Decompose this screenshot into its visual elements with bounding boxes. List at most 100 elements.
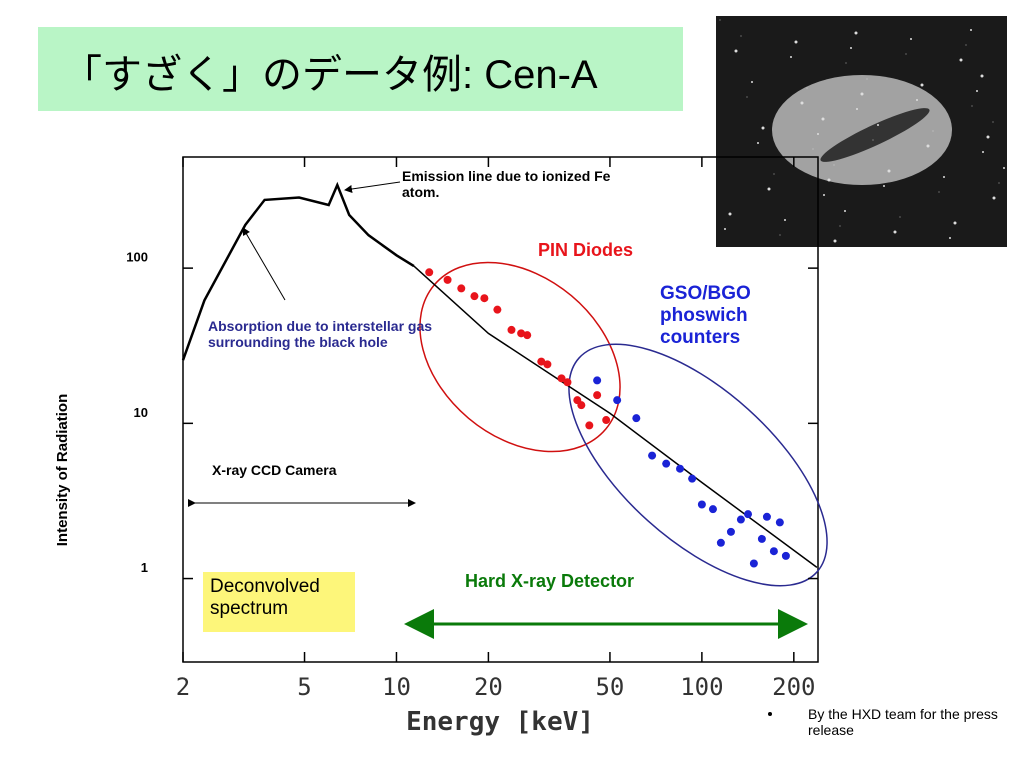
title-box [38, 27, 683, 111]
star [976, 90, 978, 92]
data-point [557, 374, 566, 383]
star [883, 185, 885, 187]
star [767, 187, 771, 191]
data-point [708, 505, 717, 514]
spectrum-line [181, 181, 415, 361]
x-tick-label: 20 [474, 673, 503, 701]
data-point [517, 329, 526, 338]
star [866, 78, 868, 80]
data-point [593, 376, 602, 385]
star [751, 81, 753, 83]
data-point [744, 510, 753, 519]
data-point [648, 451, 657, 460]
star [821, 117, 825, 121]
star [992, 196, 996, 200]
star [992, 121, 994, 123]
dust-lane [820, 108, 930, 162]
star [887, 169, 891, 173]
star [1003, 167, 1005, 169]
star [827, 178, 831, 182]
x-tick-label: 50 [595, 673, 624, 701]
star [812, 148, 814, 150]
star [953, 221, 957, 225]
star [949, 237, 951, 239]
data-point [443, 275, 452, 284]
data-point [425, 268, 434, 277]
y-tick-label: 10 [134, 405, 148, 420]
y-axis-label: Intensity of Radiation [54, 394, 71, 547]
note-box [203, 572, 355, 632]
star [823, 194, 825, 196]
data-point [507, 325, 516, 334]
plot-frame [182, 156, 819, 663]
y-tick-label: 100 [126, 250, 148, 265]
star [784, 219, 786, 221]
annotation: Absorption due to interstellar gas surro… [208, 318, 433, 350]
star [986, 135, 990, 139]
star [833, 239, 837, 243]
star [779, 234, 781, 236]
star [982, 151, 984, 153]
star [910, 38, 912, 40]
star [833, 164, 835, 166]
star [926, 144, 930, 148]
star [773, 173, 775, 175]
star [970, 29, 972, 31]
star [845, 62, 847, 64]
star [980, 74, 984, 78]
data-point [697, 500, 706, 509]
annotation: Deconvolved spectrum [210, 576, 320, 619]
star [740, 35, 742, 37]
data-point [543, 360, 552, 369]
star [920, 83, 924, 87]
data-point [757, 534, 766, 543]
x-tick-label: 100 [680, 673, 723, 701]
data-point [769, 547, 778, 556]
data-point [716, 538, 725, 547]
star [959, 58, 963, 62]
data-point [480, 294, 489, 303]
data-point [662, 459, 671, 468]
star [724, 228, 726, 230]
series-label: GSO/BGO phoswich counters [660, 283, 751, 348]
star [761, 126, 765, 130]
star [800, 101, 804, 105]
annotation: Emission line due to ionized Fe atom. [402, 168, 611, 200]
data-point [563, 378, 572, 387]
star [965, 44, 967, 46]
data-point [632, 414, 641, 423]
x-tick-label: 2 [176, 673, 190, 701]
data-point [781, 551, 790, 560]
star [806, 87, 808, 89]
star [719, 19, 721, 21]
star [746, 96, 748, 98]
star [839, 225, 841, 227]
star [844, 210, 846, 212]
star [817, 133, 819, 135]
star [905, 53, 907, 55]
star [850, 47, 852, 49]
star [971, 105, 973, 107]
star [932, 130, 934, 132]
bullet [768, 712, 772, 716]
annotation: Hard X-ray Detector [465, 571, 635, 591]
spectrum-line [413, 265, 818, 569]
data-point [537, 357, 546, 366]
data-point [775, 518, 784, 527]
star [860, 92, 864, 96]
star [916, 99, 918, 101]
star [757, 142, 759, 144]
data-point [688, 474, 697, 483]
data-point [602, 416, 611, 425]
galaxy-glow [772, 75, 952, 185]
data-point [736, 515, 745, 524]
data-point [676, 464, 685, 473]
star [872, 139, 874, 141]
data-point [762, 512, 771, 521]
slide-title: 「すざく」のデータ例: Cen-A [62, 53, 598, 97]
arrow [344, 181, 401, 193]
data-point [470, 292, 479, 301]
data-point [585, 421, 594, 430]
series-label: X-ray CCD Camera [212, 462, 337, 478]
